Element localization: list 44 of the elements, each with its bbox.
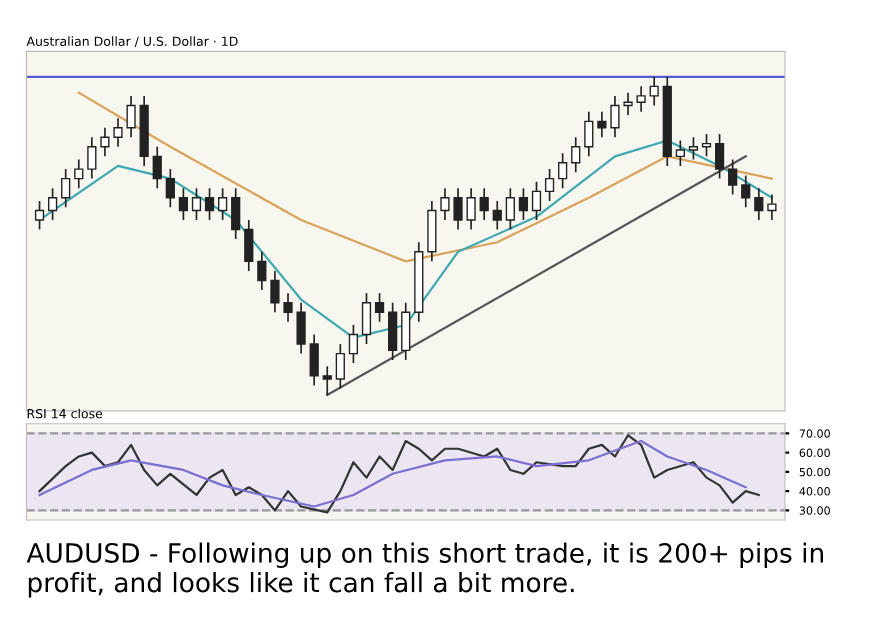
- candlestick: [152, 145, 162, 190]
- candlestick: [61, 168, 71, 209]
- candlestick: [165, 168, 175, 209]
- candlestick: [714, 133, 725, 180]
- candlestick: [571, 136, 581, 174]
- candlestick: [374, 292, 385, 323]
- candlestick: [361, 292, 372, 345]
- candlestick: [649, 75, 659, 107]
- candlestick: [427, 200, 437, 263]
- candlestick: [47, 187, 58, 221]
- candlestick: [558, 152, 568, 190]
- candlestick: [74, 158, 84, 190]
- candlestick: [531, 180, 542, 221]
- candlestick: [479, 187, 489, 221]
- candlestick: [231, 187, 241, 240]
- candlestick: [348, 324, 359, 364]
- candlestick: [322, 365, 332, 396]
- candlestick: [87, 136, 97, 180]
- line-series: [38, 439, 747, 508]
- candlestick: [257, 250, 267, 291]
- candlestick: [505, 187, 515, 231]
- candlestick: [741, 174, 751, 209]
- candlestick: [754, 187, 764, 221]
- candlestick: [636, 85, 646, 113]
- candlestick: [191, 187, 202, 221]
- candlestick: [244, 219, 254, 272]
- candlestick: [675, 139, 685, 167]
- candlestick: [388, 301, 398, 361]
- candlestick: [34, 200, 45, 231]
- candlestick: [518, 187, 529, 221]
- candlestick: [544, 168, 555, 202]
- candlestick: [401, 301, 411, 361]
- candlestick: [204, 187, 215, 221]
- candlestick: [178, 187, 189, 221]
- candlestick: [218, 187, 228, 221]
- candlestick: [335, 343, 345, 390]
- text: AUDUSD - Following up on this short trade, it is 200+ pips in profit, and looks like it can fall a bit more.: [26, 542, 823, 598]
- candlestick: [688, 136, 699, 161]
- candlestick: [701, 133, 712, 158]
- candlestick: [584, 110, 594, 158]
- candlestick: [728, 158, 738, 196]
- candlestick: [767, 193, 777, 221]
- candlestick: [492, 200, 502, 231]
- candlestick: [309, 333, 319, 387]
